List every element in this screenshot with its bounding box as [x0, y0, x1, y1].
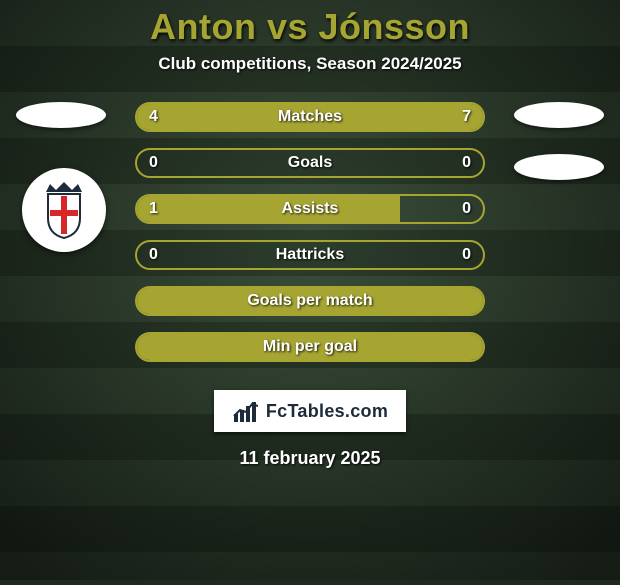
stat-row-hattricks: Hattricks0 0: [135, 240, 485, 270]
stat-label: Assists: [135, 194, 485, 224]
stat-value-right: 0: [462, 240, 471, 270]
comparison-chart: Matches47Goals00Assists10Hattricks00Goal…: [0, 102, 620, 382]
stat-row-gpm: Goals per match: [135, 286, 485, 316]
stat-label: Goals: [135, 148, 485, 178]
player-badge-right-1: [514, 102, 604, 128]
club-crest: [22, 168, 106, 252]
stat-row-goals: Goals0 0: [135, 148, 485, 178]
stat-row-assists: Assists1 0: [135, 194, 485, 224]
brand-text: FcTables.com: [266, 401, 388, 422]
stat-value-left: 0: [149, 240, 158, 270]
stat-value-left: 4: [149, 102, 158, 132]
brand-box: FcTables.com: [214, 390, 406, 432]
stat-value-right: 0: [462, 194, 471, 224]
player-badge-right-2: [514, 154, 604, 180]
page-title: Anton vs Jónsson: [150, 6, 470, 48]
stat-row-matches: Matches4 7: [135, 102, 485, 132]
shield-icon: [32, 178, 96, 242]
stat-label: Hattricks: [135, 240, 485, 270]
stat-value-right: 7: [462, 102, 471, 132]
stat-value-left: 0: [149, 148, 158, 178]
stat-label: Min per goal: [135, 332, 485, 362]
subtitle: Club competitions, Season 2024/2025: [158, 54, 461, 74]
stat-label: Matches: [135, 102, 485, 132]
chart-icon: [232, 400, 258, 422]
stat-row-mpg: Min per goal: [135, 332, 485, 362]
player-badge-left: [16, 102, 106, 128]
stat-value-left: 1: [149, 194, 158, 224]
stat-label: Goals per match: [135, 286, 485, 316]
date-text: 11 february 2025: [239, 448, 380, 469]
stat-value-right: 0: [462, 148, 471, 178]
